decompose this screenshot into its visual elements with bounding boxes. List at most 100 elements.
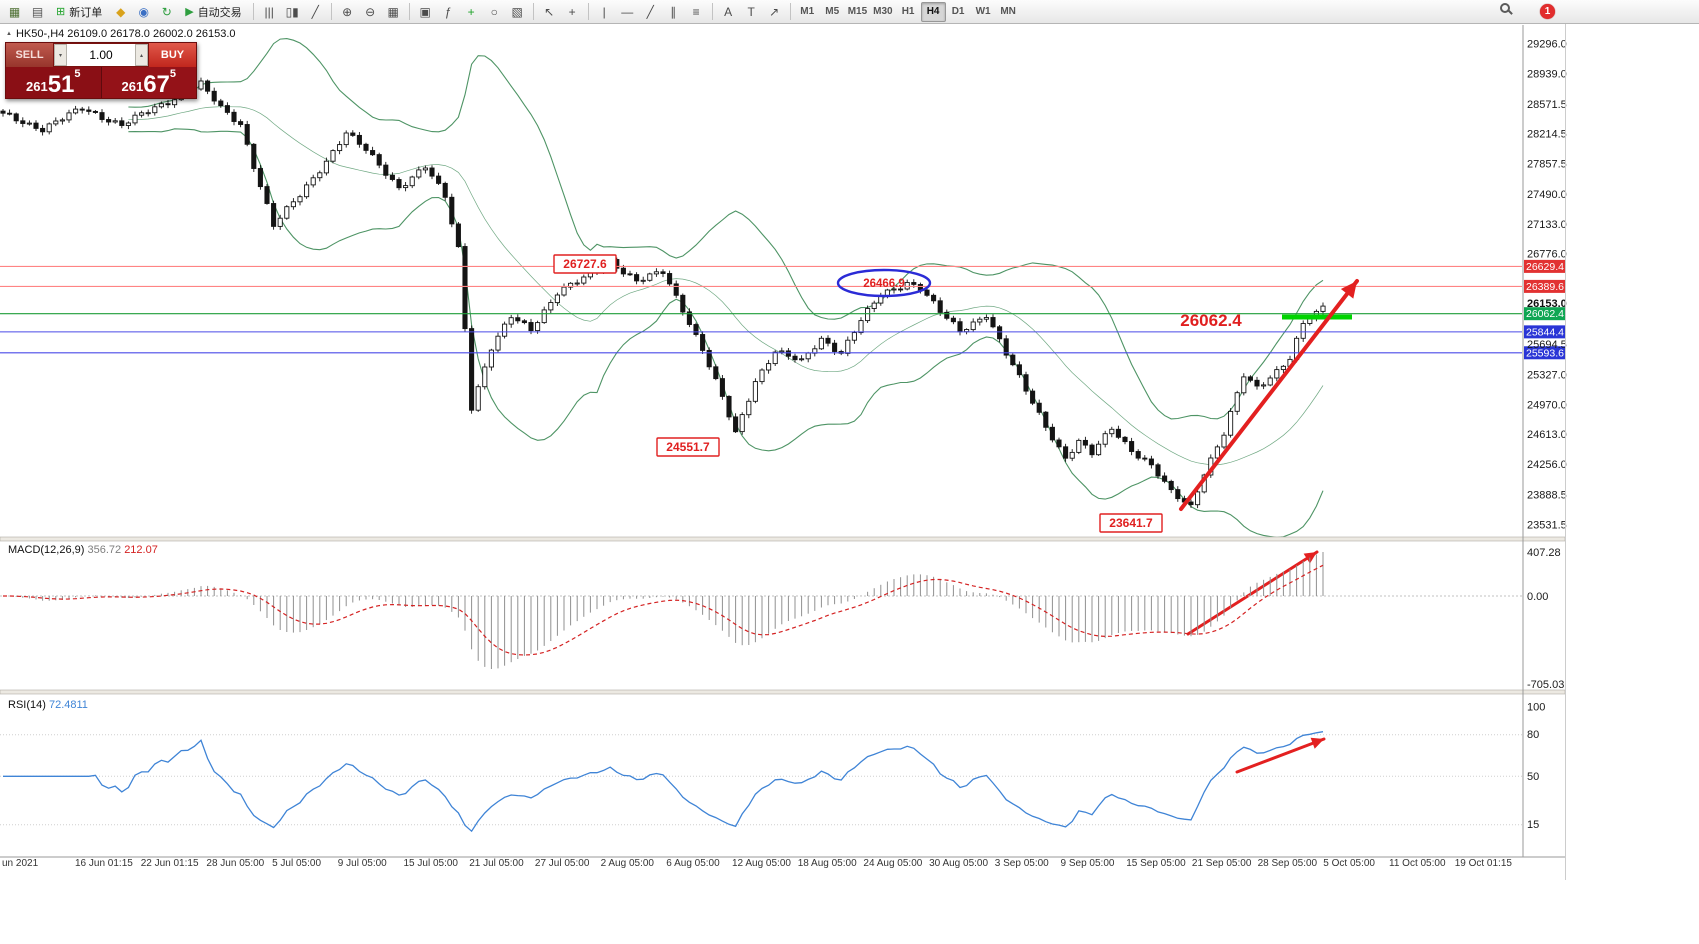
lot-size-control: ▾ ▴ [54, 43, 148, 67]
notification-badge[interactable]: 1 [1540, 4, 1555, 19]
timeframe-m5[interactable]: M5 [820, 2, 845, 22]
timeframe-h1[interactable]: H1 [896, 2, 921, 22]
refresh-icon[interactable]: ↻ [155, 2, 178, 22]
svg-text:22 Jun 01:15: 22 Jun 01:15 [141, 858, 199, 869]
timeframe-w1[interactable]: W1 [971, 2, 996, 22]
svg-text:26389.6: 26389.6 [1526, 281, 1564, 293]
fibonacci-icon[interactable]: ≡ [685, 2, 708, 22]
price-label-box[interactable] [553, 254, 617, 274]
svg-text:28939.0: 28939.0 [1527, 68, 1567, 80]
trend-arrow[interactable] [1186, 550, 1319, 636]
text-icon[interactable]: A [717, 2, 740, 22]
new-order-button-label: 新订单 [69, 6, 103, 19]
big-price-label[interactable]: 26062.4 [1180, 311, 1242, 330]
svg-text:24970.0: 24970.0 [1527, 399, 1567, 411]
rsi-label: RSI(14) 72.4811 [8, 699, 88, 711]
toolbar-search[interactable] [1500, 3, 1510, 13]
sell-price-head: 261 [25, 79, 48, 94]
annotations-layer[interactable]: 26727.6 26466.9 26062.4 24551.7 23641.7 [553, 254, 1359, 774]
timeframe-h4[interactable]: H4 [920, 1, 946, 22]
trend-arrow[interactable] [1235, 737, 1326, 774]
buy-price-sup: 5 [169, 68, 177, 80]
new-order-button[interactable]: ⊞ 新订单 [49, 2, 109, 22]
levels-layer[interactable] [0, 265, 1522, 354]
svg-text:25844.4: 25844.4 [1526, 326, 1564, 338]
svg-text:25593.6: 25593.6 [1526, 347, 1564, 359]
buy-button[interactable]: BUY [148, 43, 196, 67]
zoom-out-icon[interactable]: ⊖ [359, 2, 382, 22]
buy-price-head: 261 [121, 79, 144, 94]
lot-decrease-button[interactable]: ▾ [54, 44, 67, 66]
svg-text:3 Sep 05:00: 3 Sep 05:00 [995, 858, 1049, 869]
sell-price-display[interactable]: 261 51 5 [6, 67, 102, 98]
new-chart-icon[interactable]: ▦ [3, 2, 26, 22]
symbol-ohlc-text: HK50-,H4 26109.0 26178.0 26002.0 26153.0 [15, 28, 236, 40]
trend-arrow[interactable] [1179, 279, 1359, 511]
time-axis: un 2021 16 Jun 01:15 22 Jun 01:15 28 Jun 05… [2, 858, 1512, 869]
svg-text:28214.5: 28214.5 [1527, 129, 1567, 141]
svg-text:9 Jul 05:00: 9 Jul 05:00 [338, 858, 387, 869]
trade-panel-prices: 261 51 5 261 67 5 [6, 67, 196, 98]
buy-price-pips: 67 [143, 71, 170, 98]
equidistant-channel-icon[interactable]: ∥ [662, 2, 685, 22]
timeframe-m1[interactable]: M1 [795, 2, 820, 22]
svg-text:24256.0: 24256.0 [1527, 459, 1567, 471]
zoom-in-icon[interactable]: ⊕ [336, 2, 359, 22]
price-label-box[interactable] [656, 437, 720, 457]
market-icon[interactable]: ◉ [132, 2, 155, 22]
profiles-icon[interactable]: ▤ [26, 2, 49, 22]
cursor-icon[interactable]: ↖ [538, 2, 561, 22]
text-label-icon[interactable]: T [740, 2, 763, 22]
svg-text:21 Sep 05:00: 21 Sep 05:00 [1192, 858, 1252, 869]
timeframe-m30[interactable]: M30 [870, 2, 895, 22]
sell-price-sup: 5 [74, 68, 81, 80]
svg-text:-705.03: -705.03 [1527, 679, 1564, 691]
auto-arrange-icon[interactable]: ▣ [414, 2, 437, 22]
one-click-trading-panel: SELL ▾ ▴ BUY 261 51 5 261 67 5 [5, 42, 197, 99]
toolbar-separator [789, 3, 791, 20]
svg-text:25694.5: 25694.5 [1527, 339, 1567, 351]
price-axis: 26629.4 26389.6 26062.4 25844.4 25593.6 29296… [1524, 39, 1567, 831]
autotrading-button-icon: ▶ [185, 6, 194, 18]
lot-increase-button[interactable]: ▴ [135, 44, 148, 66]
arrow-objects-icon[interactable]: ↗ [763, 2, 786, 22]
svg-text:28 Sep 05:00: 28 Sep 05:00 [1258, 858, 1318, 869]
svg-text:24613.0: 24613.0 [1527, 429, 1567, 441]
symbol-marker-icon: ▲ [6, 31, 12, 37]
add-indicator-icon[interactable]: + [460, 2, 483, 22]
indicators-list-icon[interactable]: ƒ [437, 2, 460, 22]
svg-text:6 Aug 05:00: 6 Aug 05:00 [666, 858, 720, 869]
lot-size-input[interactable] [67, 44, 135, 66]
autotrading-button[interactable]: ▶ 自动交易 [178, 2, 248, 22]
horizontal-line-icon[interactable]: — [616, 2, 639, 22]
candlestick-chart-icon[interactable]: ▯▮ [281, 2, 304, 22]
timeframe-m15[interactable]: M15 [845, 2, 870, 22]
search-icon[interactable] [1500, 3, 1510, 13]
svg-text:26153.0: 26153.0 [1527, 298, 1567, 310]
rsi-panel: RSI(14) 72.4811 [0, 699, 1522, 833]
periods-icon[interactable]: ○ [483, 2, 506, 22]
sell-button[interactable]: SELL [6, 43, 54, 67]
highlight-ellipse[interactable] [836, 268, 932, 298]
svg-text:9 Sep 05:00: 9 Sep 05:00 [1061, 858, 1115, 869]
trendline-icon[interactable]: ╱ [639, 2, 662, 22]
line-chart-icon[interactable]: ╱ [304, 2, 327, 22]
svg-text:15: 15 [1527, 819, 1539, 831]
trade-level-highlight[interactable] [1282, 314, 1352, 320]
trade-panel-controls: SELL ▾ ▴ BUY [6, 43, 196, 67]
price-label-box[interactable] [1099, 513, 1163, 533]
bar-chart-icon[interactable]: ||| [258, 2, 281, 22]
mql5-community-icon[interactable]: ◆ [109, 2, 132, 22]
templates-icon[interactable]: ▧ [506, 2, 529, 22]
svg-text:24551.7: 24551.7 [666, 440, 710, 454]
crosshair-icon[interactable]: + [561, 2, 584, 22]
timeframe-mn[interactable]: MN [996, 2, 1021, 22]
buy-price-display[interactable]: 261 67 5 [101, 67, 196, 98]
timeframe-d1[interactable]: D1 [946, 2, 971, 22]
svg-text:5 Oct 05:00: 5 Oct 05:00 [1323, 858, 1375, 869]
tile-windows-icon[interactable]: ▦ [382, 2, 405, 22]
macd-panel: MACD(12,26,9) 356.72 212.07 [0, 544, 1522, 669]
toolbar-separator [711, 3, 713, 20]
vertical-line-icon[interactable]: | [593, 2, 616, 22]
